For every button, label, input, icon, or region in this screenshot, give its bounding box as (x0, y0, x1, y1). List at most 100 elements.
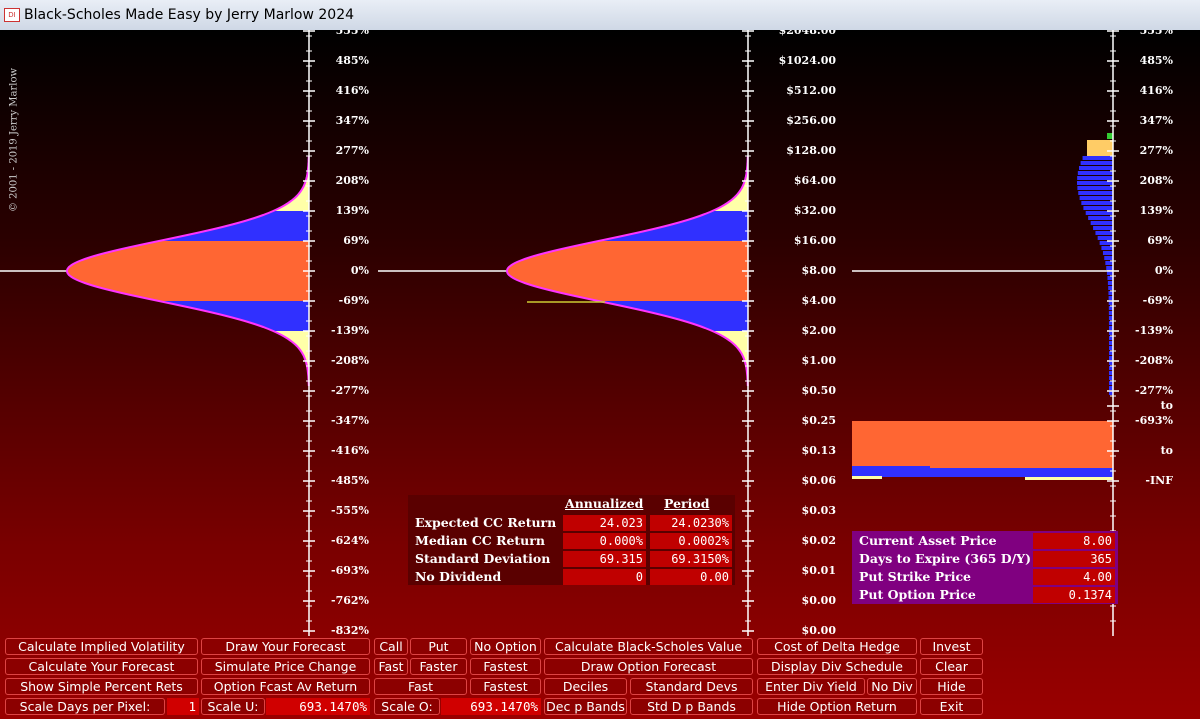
option-bar (1078, 191, 1113, 195)
distribution-band (507, 241, 748, 301)
button[interactable]: Dec p Bands (544, 698, 627, 715)
button[interactable]: Hide Option Return (757, 698, 917, 715)
button[interactable]: Enter Div Yield (757, 678, 865, 695)
button[interactable]: Clear (920, 658, 983, 675)
button[interactable]: Faster (410, 658, 467, 675)
app-icon: DI (4, 8, 20, 22)
tick-label: -693% (331, 564, 370, 577)
option-bar (1108, 351, 1113, 355)
tick-label: -69% (339, 294, 370, 307)
option-bar (1108, 296, 1113, 300)
tick-label: -208% (331, 354, 370, 367)
tick-label: 416% (1140, 84, 1174, 97)
option-bar (1083, 206, 1113, 210)
tick-label: $256.00 (786, 114, 836, 127)
stat-label: Expected CC Return (415, 515, 557, 530)
tick-label: -139% (331, 324, 370, 337)
button[interactable]: No Option (470, 638, 541, 655)
option-bar (1108, 301, 1113, 305)
field-input[interactable]: 693.1470% (441, 698, 541, 715)
tick-label: $4.00 (802, 294, 837, 307)
option-block (852, 466, 1113, 477)
button[interactable]: Calculate Your Forecast (5, 658, 198, 675)
stat-value: 24.0230% (650, 515, 732, 531)
tick-label: 208% (336, 174, 370, 187)
option-bar (1109, 381, 1113, 385)
button[interactable]: Simulate Price Change (201, 658, 370, 675)
tick-label: $0.00 (802, 624, 837, 637)
button[interactable]: Draw Option Forecast (544, 658, 753, 675)
button[interactable]: Std D p Bands (630, 698, 753, 715)
button[interactable]: Exit (920, 698, 983, 715)
option-bar (1099, 241, 1113, 245)
distribution-outline (505, 156, 749, 386)
column-header: Period (664, 496, 710, 511)
option-bar (1109, 391, 1113, 395)
button[interactable]: Show Simple Percent Rets (5, 678, 198, 695)
info-value: 4.00 (1033, 569, 1115, 585)
tick-label: 347% (1140, 114, 1174, 127)
tick-label: $0.01 (802, 564, 836, 577)
tick-label: $8.00 (802, 264, 837, 277)
button[interactable]: Invest (920, 638, 983, 655)
button[interactable]: Option Fcast Av Return (201, 678, 370, 695)
option-bar (1077, 181, 1113, 185)
tick-label: -416% (331, 444, 370, 457)
stat-value: 24.023 (563, 515, 646, 531)
option-bar (1079, 196, 1113, 200)
distribution-band (273, 156, 309, 211)
button[interactable]: Fast (374, 678, 467, 695)
tick-label: 485% (1140, 54, 1174, 67)
option-block (852, 421, 1113, 468)
distribution-band (273, 331, 309, 386)
button[interactable]: Cost of Delta Hedge (757, 638, 917, 655)
button[interactable]: Draw Your Forecast (201, 638, 370, 655)
tick-label: -624% (331, 534, 370, 547)
button[interactable]: Fast (374, 658, 408, 675)
button[interactable]: Fastest (470, 678, 541, 695)
option-block (852, 476, 882, 479)
option-bar (1108, 326, 1113, 330)
tick-label: $128.00 (786, 144, 836, 157)
tick-label: $1.00 (802, 354, 837, 367)
tick-label: 0% (351, 264, 370, 277)
tick-label: $2048.00 (779, 30, 837, 37)
tick-label: to (1161, 399, 1173, 412)
tick-label: 139% (336, 204, 370, 217)
button[interactable]: Deciles (544, 678, 627, 695)
copyright: © 2001 - 2019 Jerry Marlow (9, 68, 20, 213)
tick-label: -INF (1145, 474, 1173, 487)
tick-label: 277% (336, 144, 370, 157)
tick-label: 69% (343, 234, 369, 247)
title-bar: DI Black-Scholes Made Easy by Jerry Marl… (0, 0, 1200, 30)
button[interactable]: No Div (867, 678, 917, 695)
button[interactable]: Call (374, 638, 408, 655)
field-input[interactable]: 1 (167, 698, 199, 715)
option-bar (1108, 336, 1113, 340)
tick-label: $2.00 (802, 324, 837, 337)
tick-label: 277% (1140, 144, 1174, 157)
tick-label: -832% (331, 624, 370, 637)
field-input[interactable]: 693.1470% (266, 698, 370, 715)
info-value: 8.00 (1033, 533, 1115, 549)
tick-label: -69% (1143, 294, 1174, 307)
button[interactable]: Fastest (470, 658, 541, 675)
button[interactable]: Calculate Implied Volatility (5, 638, 198, 655)
option-bar (1108, 291, 1113, 295)
button[interactable]: Display Div Schedule (757, 658, 917, 675)
button[interactable]: Calculate Black-Scholes Value (544, 638, 753, 655)
tick-label: 555% (1140, 30, 1174, 37)
button[interactable]: Standard Devs (630, 678, 753, 695)
tick-label: -347% (331, 414, 370, 427)
tick-label: $0.00 (802, 594, 837, 607)
field-label: Scale O: (374, 698, 440, 715)
option-bar (1077, 171, 1113, 175)
tick-label: $0.03 (802, 504, 836, 517)
tick-label: 416% (336, 84, 370, 97)
option-bar (1082, 156, 1113, 160)
button[interactable]: Hide (920, 678, 983, 695)
tick-label: $0.50 (802, 384, 837, 397)
option-bar (1093, 226, 1113, 230)
button[interactable]: Put (410, 638, 467, 655)
tick-label: -277% (1135, 384, 1174, 397)
